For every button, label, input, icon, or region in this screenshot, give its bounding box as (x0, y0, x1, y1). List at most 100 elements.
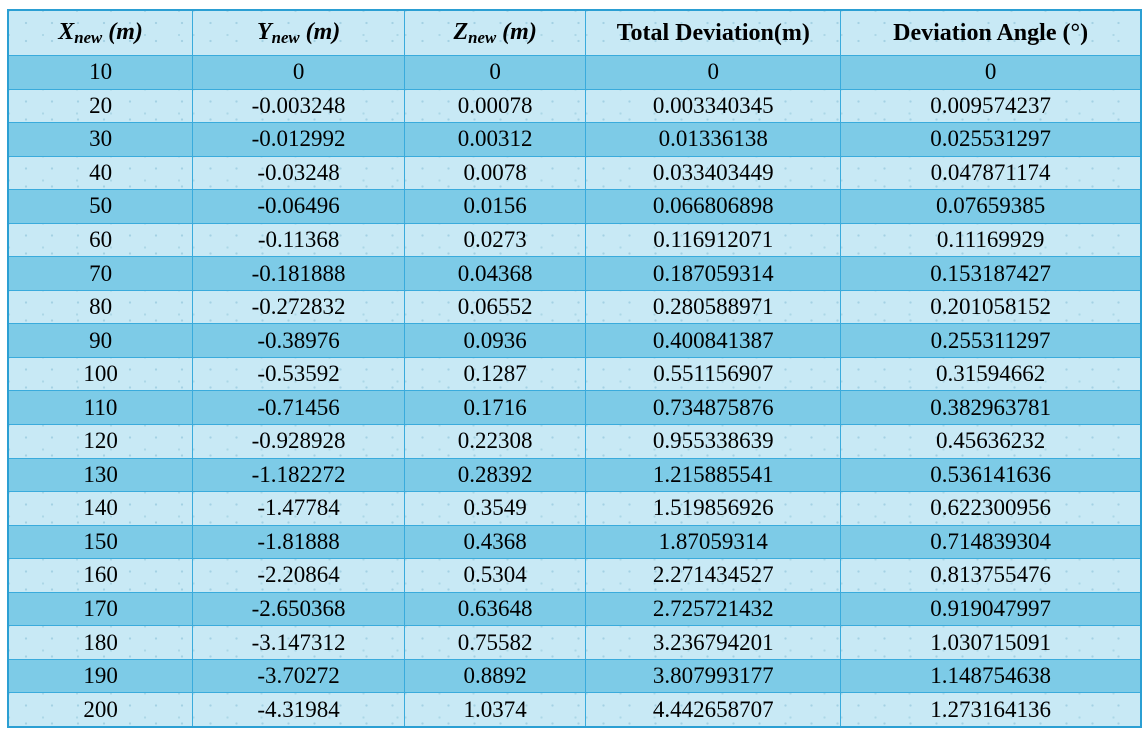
table-row: 50 -0.06496 0.0156 0.066806898 0.07659385 (7, 189, 1142, 224)
cell-r16-c4: 2.271434527 (585, 558, 842, 593)
cell-r18-c1: 180 (7, 625, 194, 660)
cell-r13-c3: 0.28392 (404, 457, 587, 493)
cell-r20-c5: 1.273164136 (840, 692, 1142, 728)
cell-r15-c4: 1.87059314 (585, 524, 842, 560)
cell-r3-c4: 0.01336138 (585, 122, 842, 157)
table-row: 100 -0.53592 0.1287 0.551156907 0.31594662 (7, 356, 1142, 392)
cell-r6-c2: -0.11368 (192, 222, 406, 258)
cell-r14-c1: 140 (7, 491, 194, 526)
column-header-col3: Total Deviation(m) (585, 9, 842, 56)
table-row: 30 -0.012992 0.00312 0.01336138 0.025531297 (7, 122, 1142, 157)
cell-r10-c2: -0.53592 (192, 356, 406, 392)
cell-r7-c2: -0.181888 (192, 256, 406, 291)
table-row: 160 -2.20864 0.5304 2.271434527 0.813755476 (7, 558, 1142, 593)
column-header-col4: Deviation Angle (°) (840, 9, 1142, 56)
cell-r4-c2: -0.03248 (192, 155, 406, 191)
table-row: 170 -2.650368 0.63648 2.725721432 0.91904799… (7, 591, 1142, 627)
cell-r9-c2: -0.38976 (192, 323, 406, 358)
cell-r18-c3: 0.75582 (404, 625, 587, 660)
cell-r12-c5: 0.45636232 (840, 424, 1142, 459)
cell-r12-c2: -0.928928 (192, 424, 406, 459)
cell-r9-c4: 0.400841387 (585, 323, 842, 358)
cell-r4-c4: 0.033403449 (585, 155, 842, 191)
cell-r7-c3: 0.04368 (404, 256, 587, 291)
table-row: 60 -0.11368 0.0273 0.116912071 0.11169929 (7, 222, 1142, 258)
cell-r5-c2: -0.06496 (192, 189, 406, 224)
cell-r9-c1: 90 (7, 323, 194, 358)
cell-r17-c4: 2.725721432 (585, 591, 842, 627)
cell-r6-c1: 60 (7, 222, 194, 258)
table-row: 130 -1.182272 0.28392 1.215885541 0.53614163… (7, 457, 1142, 493)
cell-r2-c2: -0.003248 (192, 88, 406, 124)
cell-r11-c4: 0.734875876 (585, 390, 842, 426)
cell-r20-c1: 200 (7, 692, 194, 728)
table-row: 20 -0.003248 0.00078 0.003340345 0.009574237 (7, 88, 1142, 124)
table-row: 200 -4.31984 1.0374 4.442658707 1.273164136 (7, 692, 1142, 728)
cell-r3-c5: 0.025531297 (840, 122, 1142, 157)
math-header-label: Xnew (m) (58, 18, 143, 47)
deviation-data-table: Xnew (m) Ynew (m) Znew (m) Total Deviation(… (7, 9, 1142, 728)
cell-r18-c5: 1.030715091 (840, 625, 1142, 660)
cell-r16-c1: 160 (7, 558, 194, 593)
cell-r5-c3: 0.0156 (404, 189, 587, 224)
cell-r2-c3: 0.00078 (404, 88, 587, 124)
cell-r16-c5: 0.813755476 (840, 558, 1142, 593)
cell-r14-c2: -1.47784 (192, 491, 406, 526)
cell-r1-c2: 0 (192, 55, 406, 90)
cell-r3-c1: 30 (7, 122, 194, 157)
math-header-label: Ynew (m) (256, 18, 341, 47)
cell-r19-c2: -3.70272 (192, 658, 406, 694)
cell-r15-c5: 0.714839304 (840, 524, 1142, 560)
cell-r12-c3: 0.22308 (404, 424, 587, 459)
cell-r8-c4: 0.280588971 (585, 289, 842, 325)
cell-r6-c5: 0.11169929 (840, 222, 1142, 258)
cell-r11-c5: 0.382963781 (840, 390, 1142, 426)
cell-r20-c4: 4.442658707 (585, 692, 842, 728)
table-body: 10 0 0 0 0 20 -0.003248 0.00078 0.003340345 0.009… (7, 55, 1142, 728)
cell-r10-c5: 0.31594662 (840, 356, 1142, 392)
cell-r8-c5: 0.201058152 (840, 289, 1142, 325)
cell-r19-c1: 190 (7, 658, 194, 694)
cell-r11-c2: -0.71456 (192, 390, 406, 426)
cell-r13-c1: 130 (7, 457, 194, 493)
cell-r2-c5: 0.009574237 (840, 88, 1142, 124)
cell-r12-c1: 120 (7, 424, 194, 459)
cell-r2-c4: 0.003340345 (585, 88, 842, 124)
cell-r17-c3: 0.63648 (404, 591, 587, 627)
table-row: 10 0 0 0 0 (7, 55, 1142, 90)
cell-r17-c5: 0.919047997 (840, 591, 1142, 627)
table-row: 40 -0.03248 0.0078 0.033403449 0.047871174 (7, 155, 1142, 191)
cell-r19-c3: 0.8892 (404, 658, 587, 694)
column-header-y-new: Ynew (m) (192, 9, 406, 56)
table-row: 140 -1.47784 0.3549 1.519856926 0.622300956 (7, 491, 1142, 526)
cell-r19-c5: 1.148754638 (840, 658, 1142, 694)
cell-r13-c5: 0.536141636 (840, 457, 1142, 493)
cell-r14-c3: 0.3549 (404, 491, 587, 526)
cell-r7-c1: 70 (7, 256, 194, 291)
cell-r11-c1: 110 (7, 390, 194, 426)
cell-r4-c3: 0.0078 (404, 155, 587, 191)
cell-r11-c3: 0.1716 (404, 390, 587, 426)
cell-r10-c4: 0.551156907 (585, 356, 842, 392)
cell-r16-c3: 0.5304 (404, 558, 587, 593)
math-header-label: Znew (m) (453, 18, 537, 47)
cell-r4-c5: 0.047871174 (840, 155, 1142, 191)
table-row: 80 -0.272832 0.06552 0.280588971 0.201058152 (7, 289, 1142, 325)
cell-r1-c1: 10 (7, 55, 194, 90)
cell-r14-c5: 0.622300956 (840, 491, 1142, 526)
cell-r3-c2: -0.012992 (192, 122, 406, 157)
cell-r5-c4: 0.066806898 (585, 189, 842, 224)
cell-r1-c3: 0 (404, 55, 587, 90)
cell-r9-c3: 0.0936 (404, 323, 587, 358)
table-row: 190 -3.70272 0.8892 3.807993177 1.148754638 (7, 658, 1142, 694)
cell-r18-c4: 3.236794201 (585, 625, 842, 660)
table-header-row: Xnew (m) Ynew (m) Znew (m) Total Deviation(… (7, 9, 1142, 56)
table-row: 150 -1.81888 0.4368 1.87059314 0.714839304 (7, 524, 1142, 560)
cell-r1-c4: 0 (585, 55, 842, 90)
cell-r16-c2: -2.20864 (192, 558, 406, 593)
cell-r10-c3: 0.1287 (404, 356, 587, 392)
table-row: 70 -0.181888 0.04368 0.187059314 0.153187427 (7, 256, 1142, 291)
column-header-z-new: Znew (m) (404, 9, 587, 56)
cell-r4-c1: 40 (7, 155, 194, 191)
